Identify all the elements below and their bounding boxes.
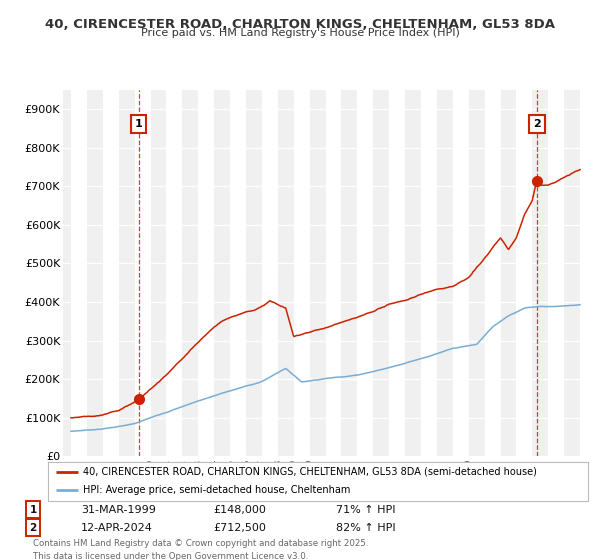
Bar xyxy=(485,90,500,456)
Text: 40, CIRENCESTER ROAD, CHARLTON KINGS, CHELTENHAM, GL53 8DA (semi-detached house): 40, CIRENCESTER ROAD, CHARLTON KINGS, CH… xyxy=(83,467,537,477)
Bar xyxy=(580,90,596,456)
Text: Price paid vs. HM Land Registry's House Price Index (HPI): Price paid vs. HM Land Registry's House … xyxy=(140,28,460,38)
Bar xyxy=(293,90,310,456)
Bar xyxy=(421,90,437,456)
Text: £148,000: £148,000 xyxy=(213,505,266,515)
Text: 71% ↑ HPI: 71% ↑ HPI xyxy=(336,505,395,515)
Text: 2: 2 xyxy=(533,119,541,129)
Bar xyxy=(134,90,151,456)
Bar xyxy=(326,90,341,456)
Bar xyxy=(230,90,246,456)
Bar xyxy=(198,90,214,456)
Bar xyxy=(71,90,87,456)
Text: Contains HM Land Registry data © Crown copyright and database right 2025.
This d: Contains HM Land Registry data © Crown c… xyxy=(33,539,368,560)
Text: 2: 2 xyxy=(29,522,37,533)
Bar xyxy=(166,90,182,456)
Bar xyxy=(103,90,119,456)
Text: HPI: Average price, semi-detached house, Cheltenham: HPI: Average price, semi-detached house,… xyxy=(83,485,350,495)
Bar xyxy=(389,90,405,456)
Bar xyxy=(453,90,469,456)
Text: 12-APR-2024: 12-APR-2024 xyxy=(81,522,153,533)
Bar xyxy=(262,90,278,456)
Text: 31-MAR-1999: 31-MAR-1999 xyxy=(81,505,156,515)
Text: 40, CIRENCESTER ROAD, CHARLTON KINGS, CHELTENHAM, GL53 8DA: 40, CIRENCESTER ROAD, CHARLTON KINGS, CH… xyxy=(45,18,555,31)
Text: 1: 1 xyxy=(29,505,37,515)
Bar xyxy=(358,90,373,456)
Text: £712,500: £712,500 xyxy=(213,522,266,533)
Bar xyxy=(548,90,564,456)
Bar xyxy=(517,90,532,456)
Text: 1: 1 xyxy=(134,119,142,129)
Text: 82% ↑ HPI: 82% ↑ HPI xyxy=(336,522,395,533)
